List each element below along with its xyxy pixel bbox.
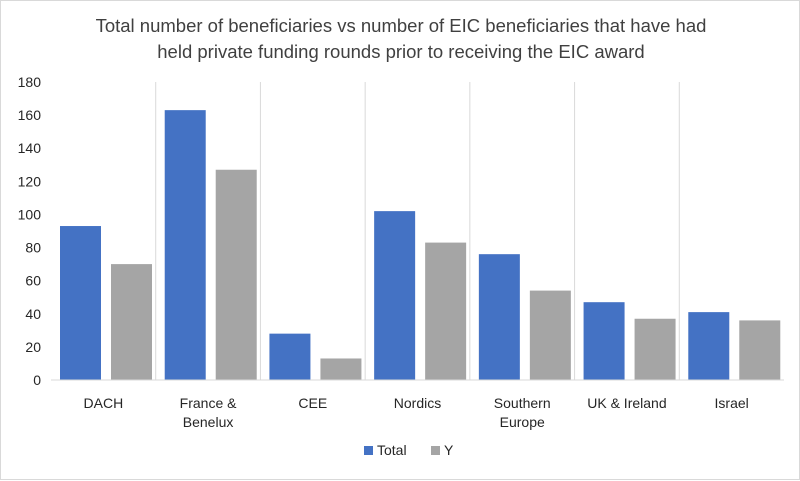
y-tick-label-0: 0 <box>33 372 41 388</box>
y-tick-label-80: 80 <box>25 240 41 256</box>
legend-swatch-total <box>364 446 373 455</box>
bar-y-0 <box>111 264 152 380</box>
bar-y-1 <box>215 169 257 380</box>
bar-total-3 <box>374 211 416 380</box>
category-label-1-line-1: France & <box>180 395 237 411</box>
category-separators <box>155 82 680 380</box>
y-tick-label-40: 40 <box>25 306 41 322</box>
bar-total-1 <box>164 110 206 381</box>
legend-label-total: Total <box>377 442 407 458</box>
y-tick-label-160: 160 <box>18 107 42 123</box>
y-axis-ticks: 0 20 40 60 80 100 120 140 160 180 <box>18 74 42 388</box>
legend-label-y: Y <box>444 442 454 458</box>
x-axis-categories: DACH France & Benelux CEE Nordics Southern Eur… <box>84 395 749 430</box>
category-label-0-line-1: DACH <box>84 395 124 411</box>
category-label-1-line-2: Benelux <box>183 414 234 430</box>
y-tick-label-120: 120 <box>18 173 42 189</box>
y-tick-label-20: 20 <box>25 339 41 355</box>
y-tick-label-180: 180 <box>18 74 42 90</box>
bar-total-2 <box>269 333 311 380</box>
bar-total-4 <box>478 254 520 380</box>
legend-swatch-y <box>431 446 440 455</box>
bar-total-0 <box>60 226 101 380</box>
bar-total-5 <box>583 302 625 380</box>
chart-title-line-1: Total number of beneficiaries vs number … <box>96 15 707 36</box>
category-label-3-line-1: Nordics <box>394 395 441 411</box>
bar-total-6 <box>688 312 730 380</box>
bar-y-5 <box>634 318 676 380</box>
bar-y-6 <box>739 320 781 380</box>
y-tick-label-140: 140 <box>18 140 42 156</box>
category-label-5-line-1: UK & Ireland <box>587 395 666 411</box>
y-tick-label-100: 100 <box>18 206 42 222</box>
bar-y-4 <box>529 290 571 380</box>
y-tick-label-60: 60 <box>25 273 41 289</box>
category-label-4-line-2: Europe <box>500 414 545 430</box>
legend: Total Y <box>364 442 454 458</box>
chart-title: Total number of beneficiaries vs number … <box>96 15 707 62</box>
bar-y-2 <box>320 358 362 380</box>
category-label-6-line-1: Israel <box>715 395 749 411</box>
category-label-2-line-1: CEE <box>298 395 327 411</box>
bars <box>60 110 781 381</box>
bar-y-3 <box>425 242 467 380</box>
category-label-4-line-1: Southern <box>494 395 551 411</box>
chart-title-line-2: held private funding rounds prior to rec… <box>157 41 644 62</box>
